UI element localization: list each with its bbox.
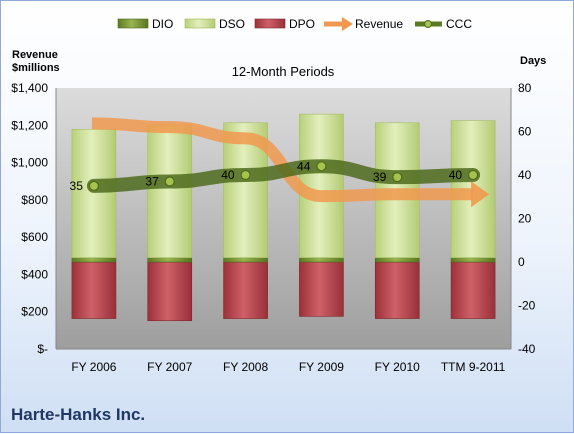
left-tick-label: $1,400 [11,81,48,95]
dpo-bar [71,261,117,319]
ccc-point [88,180,100,191]
left-axis-label-line2: $millions [12,62,60,74]
right-tick-label: 80 [518,81,532,95]
ccc-point [467,169,479,181]
legend-label-ccc: CCC [446,17,472,31]
left-tick-label: $- [37,342,48,356]
ccc-data-label: 40 [449,168,463,182]
company-name: Harte-Hanks Inc. [11,405,146,424]
x-tick-label: FY 2009 [299,360,344,374]
dpo-bar [147,261,193,322]
dio-bar [147,257,193,263]
legend-swatch-dpo [254,18,286,29]
ccc-data-label: 35 [70,179,84,193]
right-tick-label: -40 [518,342,536,356]
left-tick-label: $1,200 [11,118,48,132]
dio-bar [299,257,344,263]
dpo-bar [374,261,420,319]
dso-bar [71,129,117,258]
dio-bar [71,257,117,263]
dio-bar [374,257,420,263]
right-tick-label: -20 [518,299,536,313]
legend-label-dio: DIO [152,17,173,31]
dso-bar [147,124,193,258]
bars [71,113,496,322]
dpo-bar [299,261,344,317]
plot-area [56,88,511,349]
legend-label-dso: DSO [219,17,245,31]
ccc-data-label: 39 [373,170,387,184]
ccc-data-label: 44 [297,159,311,173]
chart-title: 12-Month Periods [232,64,335,79]
legend: DIO DSO DPO Revenue CCC [117,17,472,31]
right-tick-label: 20 [518,212,532,226]
x-tick-label: FY 2006 [71,360,116,374]
ccc-point [392,172,403,183]
ccc-point [240,169,251,181]
left-tick-label: $1,000 [11,156,48,170]
dpo-bar [223,261,268,319]
dio-bar [223,257,268,263]
left-tick-label: $800 [21,193,48,207]
left-tick-label: $600 [21,230,48,244]
legend-swatch-dio [117,18,149,29]
ccc-data-label: 40 [221,168,235,182]
revenue-arrowhead [471,181,490,208]
legend-swatch-revenue [324,17,353,31]
right-tick-label: 40 [518,168,532,182]
ccc-data-label: 37 [145,175,159,189]
right-tick-label: 60 [518,125,532,139]
revenue-line [91,117,474,203]
ccc-point [164,176,175,187]
tick-labels: $- $200 $400 $600 $800 $1,000 $1,200 $1,400 -40 -… [11,81,535,374]
ccc-point [316,161,327,172]
left-tick-label: $200 [21,305,48,319]
legend-swatch-dso [184,18,216,29]
x-tick-label: FY 2010 [375,360,420,374]
x-tick-label: FY 2007 [147,360,192,374]
legend-label-revenue: Revenue [355,17,403,31]
legend-label-dpo: DPO [289,17,315,31]
dpo-bar [450,261,496,319]
legend-swatch-ccc [415,20,442,28]
lines: 35 37 40 44 39 40 [70,117,490,208]
right-axis-label: Days [520,55,546,67]
left-tick-label: $400 [21,267,48,281]
dio-bar [450,257,496,263]
right-tick-label: 0 [518,255,525,269]
x-tick-label: TTM 9-2011 [441,360,506,374]
left-axis-label-line1: Revenue [12,49,58,61]
x-tick-label: FY 2008 [223,360,268,374]
